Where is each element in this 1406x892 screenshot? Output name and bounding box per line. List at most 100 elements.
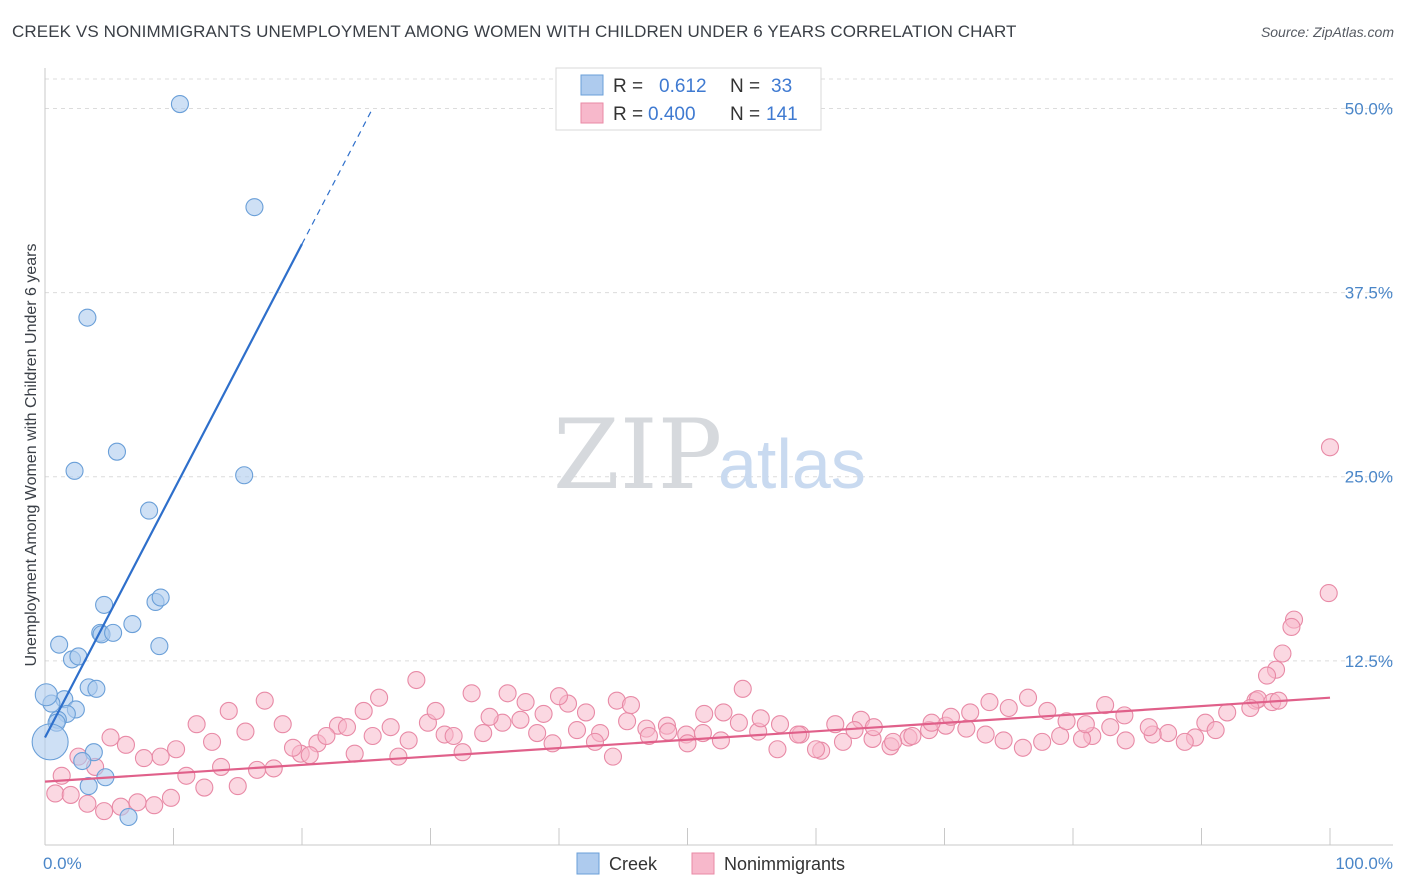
nonimmigrants-point	[389, 747, 408, 766]
nonimmigrants-point	[639, 726, 659, 746]
y-tick-label: 50.0%	[1345, 99, 1393, 118]
creek-point	[78, 308, 97, 327]
x-tick-label: 100.0%	[1335, 854, 1393, 873]
nonimmigrants-point	[1057, 712, 1076, 731]
nonimmigrants-point	[300, 746, 319, 765]
nonimmigrants-point	[1273, 644, 1292, 663]
watermark: ZIP atlas	[553, 399, 866, 511]
nonimmigrants-point	[134, 749, 153, 768]
watermark-zip: ZIP	[553, 399, 722, 511]
watermark-atlas: atlas	[718, 425, 866, 503]
nonimmigrants-point	[236, 722, 255, 741]
top-legend: R = 0.612 N = 33 R = 0.400 N = 141	[555, 67, 822, 131]
nonimmigrants-point	[1319, 584, 1338, 603]
nonimmigrants-point	[283, 738, 303, 757]
nonimmigrants-point	[1033, 732, 1052, 751]
y-tick-label: 37.5%	[1345, 284, 1393, 303]
legend-creek-r-label: R =	[613, 76, 643, 97]
nonimmigrants-point	[370, 688, 389, 707]
nonimmigrants-point	[255, 691, 274, 710]
nonimmigrants-point	[1218, 703, 1237, 722]
nonimmigrants-point	[768, 740, 787, 759]
nonimmigrants-point	[247, 760, 267, 779]
nonimmigrants-point	[337, 718, 357, 737]
legend-creek-n-label: N =	[730, 76, 760, 97]
nonimmigrants-point	[354, 701, 373, 721]
legend-creek-r-value: 0.612	[659, 76, 707, 97]
nonimmigrants-point	[528, 723, 547, 743]
nonimmigrants-point	[177, 766, 196, 785]
nonimmigrants-point	[453, 743, 472, 762]
nonimmigrants-point	[770, 715, 790, 734]
nonimmigrants-point	[1076, 715, 1095, 734]
nonimmigrants-point	[714, 703, 733, 722]
nonimmigrants-point	[516, 693, 535, 712]
nonimmigrants-point	[264, 759, 283, 778]
nonimmigrants-point	[161, 788, 180, 807]
nonimmigrants-point	[711, 731, 730, 750]
nonimmigrants-point	[345, 744, 364, 763]
nonimmigrants-point	[1159, 723, 1178, 743]
nonimmigrants-point	[980, 693, 999, 712]
nonimmigrants-point	[1018, 688, 1038, 707]
nonimmigrants-point	[95, 802, 114, 821]
nonimmigrants-point	[788, 725, 808, 744]
creek-point	[79, 777, 98, 796]
nonimmigrants-point	[659, 722, 678, 741]
nonimmigrants-point	[999, 698, 1018, 718]
creek-point	[123, 614, 142, 634]
nonimmigrants-point	[1257, 666, 1277, 685]
nonimmigrants-point	[46, 784, 65, 803]
legend-creek-swatch	[580, 74, 604, 96]
creek-points	[31, 94, 264, 827]
nonimmigrants-point	[806, 740, 826, 759]
creek-point	[150, 637, 169, 656]
nonimmigrants-point	[884, 732, 903, 751]
nonimmigrants-point	[498, 684, 517, 703]
creek-trend-extension	[301, 108, 374, 245]
nonimmigrants-point	[145, 796, 164, 815]
trend-lines	[44, 108, 1331, 783]
nonimmigrants-points	[46, 438, 1340, 821]
nonimmigrants-point	[474, 723, 493, 743]
nonimmigrants-point	[399, 731, 418, 750]
nonimmigrants-point	[407, 670, 426, 690]
nonimmigrants-point	[1096, 696, 1115, 715]
nonimmigrants-point	[1101, 718, 1120, 737]
nonimmigrants-point	[567, 721, 587, 740]
creek-point	[95, 595, 114, 614]
nonimmigrants-point	[78, 794, 97, 813]
nonimmigrants-point	[1139, 718, 1158, 737]
nonimmigrants-point	[603, 747, 623, 766]
bottom-legend: Creek Nonimmigrants	[576, 852, 845, 875]
nonimmigrants-point	[317, 726, 336, 746]
nonimmigrants-point	[618, 712, 637, 731]
nonimmigrants-point	[585, 732, 605, 751]
creek-trend-line	[44, 243, 303, 738]
nonimmigrants-point	[116, 735, 136, 754]
nonimmigrants-point	[203, 732, 222, 751]
legend-creek-n-value: 33	[771, 76, 792, 97]
nonimmigrants-point	[1282, 617, 1301, 637]
creek-point	[151, 588, 170, 607]
creek-point	[235, 466, 254, 485]
y-tick-labels: 12.5% 25.0% 37.5% 50.0%	[1345, 99, 1393, 670]
nonimmigrants-trend-line	[44, 696, 1331, 783]
nonimmigrants-point	[151, 747, 170, 766]
nonimmigrants-point	[211, 757, 231, 776]
nonimmigrants-point	[621, 696, 641, 715]
nonimmigrants-point	[101, 728, 120, 747]
creek-point	[140, 501, 159, 520]
nonimmigrants-point	[511, 710, 530, 729]
nonimmigrants-point	[228, 777, 247, 796]
y-tick-label: 12.5%	[1345, 652, 1393, 671]
nonimmigrants-point	[961, 703, 980, 722]
creek-point	[119, 807, 138, 827]
bottom-legend-nonimmigrants-swatch	[691, 852, 715, 875]
nonimmigrants-point	[1116, 731, 1135, 750]
nonimmigrants-point	[826, 715, 845, 734]
nonimmigrants-point	[976, 725, 995, 744]
legend-nonimmigrants-r-label: R =	[613, 104, 643, 125]
nonimmigrants-point	[534, 704, 553, 723]
